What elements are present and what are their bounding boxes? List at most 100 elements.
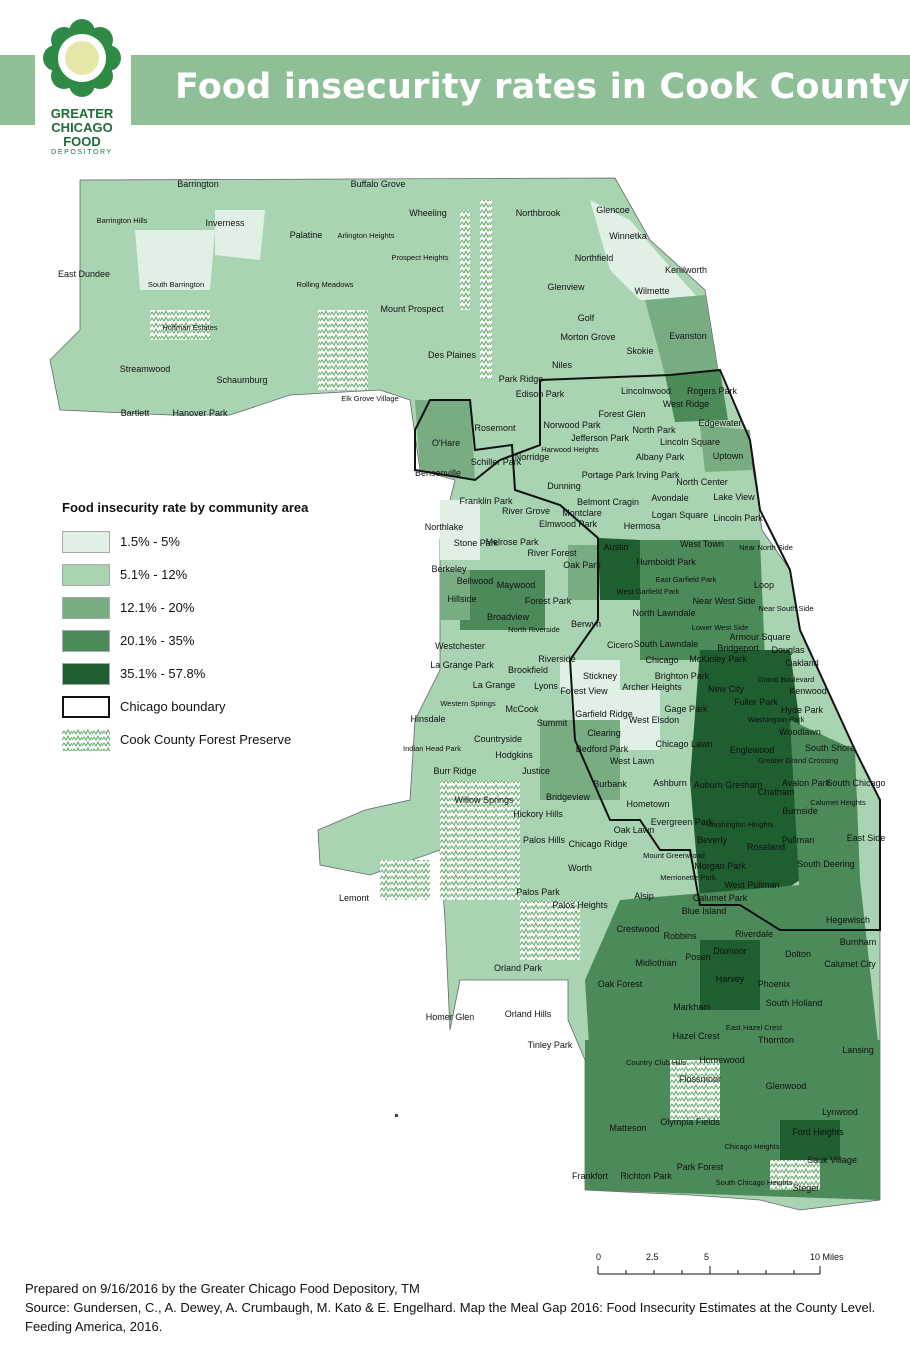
- place-label: South Deering: [797, 859, 855, 869]
- place-label: Northfield: [575, 253, 614, 263]
- place-label: East Hazel Crest: [726, 1023, 783, 1032]
- place-label: West Lawn: [610, 756, 654, 766]
- place-label: McKinley Park: [689, 654, 747, 664]
- place-label: Worth: [568, 863, 592, 873]
- place-label: La Grange Park: [430, 660, 494, 670]
- place-label: New City: [708, 684, 745, 694]
- place-label: Calumet Park: [693, 893, 748, 903]
- place-label: Maywood: [497, 580, 536, 590]
- place-label: Hazel Crest: [672, 1031, 720, 1041]
- place-labels: Barrington Buffalo Grove Barrington Hills I…: [58, 179, 886, 1193]
- logo-line2: CHICAGO: [51, 120, 113, 135]
- place-label: West Pullman: [724, 880, 779, 890]
- place-label: Flossmoor: [679, 1074, 721, 1084]
- region-south-side: [690, 650, 810, 920]
- place-label: Roseland: [747, 842, 785, 852]
- place-label: Oak Park: [563, 560, 601, 570]
- place-label: Richton Park: [620, 1171, 672, 1181]
- place-label: Kenwood: [789, 686, 827, 696]
- place-label: Dolton: [785, 949, 811, 959]
- place-label: Arlington Heights: [337, 231, 394, 240]
- place-label: Brighton Park: [655, 671, 710, 681]
- place-label: Chicago Ridge: [568, 839, 627, 849]
- place-label: Uptown: [713, 451, 744, 461]
- place-label: Midlothian: [635, 958, 676, 968]
- place-label: Prospect Heights: [391, 253, 448, 262]
- forest-preserve: [670, 1060, 720, 1120]
- place-label: East Dundee: [58, 269, 110, 279]
- region-bellwood: [440, 570, 470, 620]
- cook-county-map: Barrington Buffalo Grove Barrington Hills I…: [0, 160, 910, 1260]
- place-label: North Center: [676, 477, 728, 487]
- region-west-side: [640, 540, 765, 660]
- gcfd-logo: GREATER CHICAGO FOOD DEPOSITORY: [42, 18, 122, 158]
- place-label: South Holland: [766, 998, 823, 1008]
- forest-preserve: [480, 200, 492, 380]
- place-label: Elk Grove Village: [341, 394, 398, 403]
- place-label: Park Forest: [677, 1162, 724, 1172]
- place-label: Forest Glen: [598, 409, 645, 419]
- title-banner-left: [0, 55, 35, 125]
- place-label: Riverside: [538, 654, 576, 664]
- place-label: Hermosa: [624, 521, 661, 531]
- place-label: Northbrook: [516, 208, 561, 218]
- place-label: Palatine: [290, 230, 323, 240]
- region-maywood: [460, 570, 545, 630]
- place-label: Homer Glen: [426, 1012, 475, 1022]
- place-label: Justice: [522, 766, 550, 776]
- place-label: Stickney: [583, 671, 618, 681]
- place-label: Steger: [793, 1183, 820, 1193]
- legend-label: 12.1% - 20%: [120, 600, 195, 615]
- place-label: Bellwood: [457, 576, 494, 586]
- region-south-side-2: [790, 720, 860, 900]
- place-label: North Park: [632, 425, 676, 435]
- place-label: Stone Park: [454, 538, 499, 548]
- place-label: Hegewisch: [826, 915, 870, 925]
- place-label: Portage Park: [582, 470, 635, 480]
- legend-swatch-boundary: [62, 695, 110, 718]
- place-label: Palos Heights: [552, 900, 608, 910]
- place-label: Brookfield: [508, 665, 548, 675]
- place-label: Lyons: [534, 681, 558, 691]
- place-label: Countryside: [474, 734, 522, 744]
- logo-line1: GREATER: [50, 106, 114, 121]
- legend-swatch-forest: [62, 728, 110, 751]
- chicago-boundary: [414, 368, 881, 931]
- place-label: South Lawndale: [634, 639, 699, 649]
- place-label: West Town: [680, 539, 724, 549]
- place-label: Schaumburg: [216, 375, 267, 385]
- place-label: Logan Square: [652, 510, 709, 520]
- place-label: Matteson: [609, 1123, 646, 1133]
- place-label: Olympia Fields: [660, 1117, 720, 1127]
- region-mid-south: [540, 720, 620, 800]
- place-label: Schiller Park: [471, 457, 522, 467]
- scale-tick-label: 0: [596, 1252, 602, 1262]
- place-label: Buffalo Grove: [351, 179, 406, 189]
- forest-preserve: [318, 310, 368, 390]
- place-label: Skokie: [626, 346, 653, 356]
- place-label: Harwood Heights: [541, 445, 599, 454]
- region-rogers-park: [665, 370, 728, 422]
- place-label: Ford Heights: [792, 1127, 844, 1137]
- place-label: La Grange: [473, 680, 516, 690]
- legend-swatch: [62, 662, 110, 685]
- place-label: North Lawndale: [632, 608, 695, 618]
- place-label: Burnham: [840, 937, 877, 947]
- region-south-barrington: [135, 230, 215, 290]
- place-label: Calumet Heights: [810, 798, 866, 807]
- place-label: Hanover Park: [172, 408, 228, 418]
- legend-swatch: [62, 596, 110, 619]
- place-label: Lynwood: [822, 1107, 858, 1117]
- place-label: Lower West Side: [692, 623, 749, 632]
- place-label: Homewood: [699, 1055, 745, 1065]
- place-label: Englewood: [730, 745, 775, 755]
- place-label: Norridge: [515, 452, 550, 462]
- title-banner: Food insecurity rates in Cook County: [131, 55, 910, 125]
- place-label: River Grove: [502, 506, 550, 516]
- place-label: Rolling Meadows: [296, 280, 353, 289]
- region-ford-heights: [780, 1120, 840, 1160]
- place-label: Sauk Village: [807, 1155, 857, 1165]
- place-label: Auburn Gresham: [694, 780, 763, 790]
- legend-label: 5.1% - 12%: [120, 567, 188, 582]
- place-label: Barrington: [177, 179, 219, 189]
